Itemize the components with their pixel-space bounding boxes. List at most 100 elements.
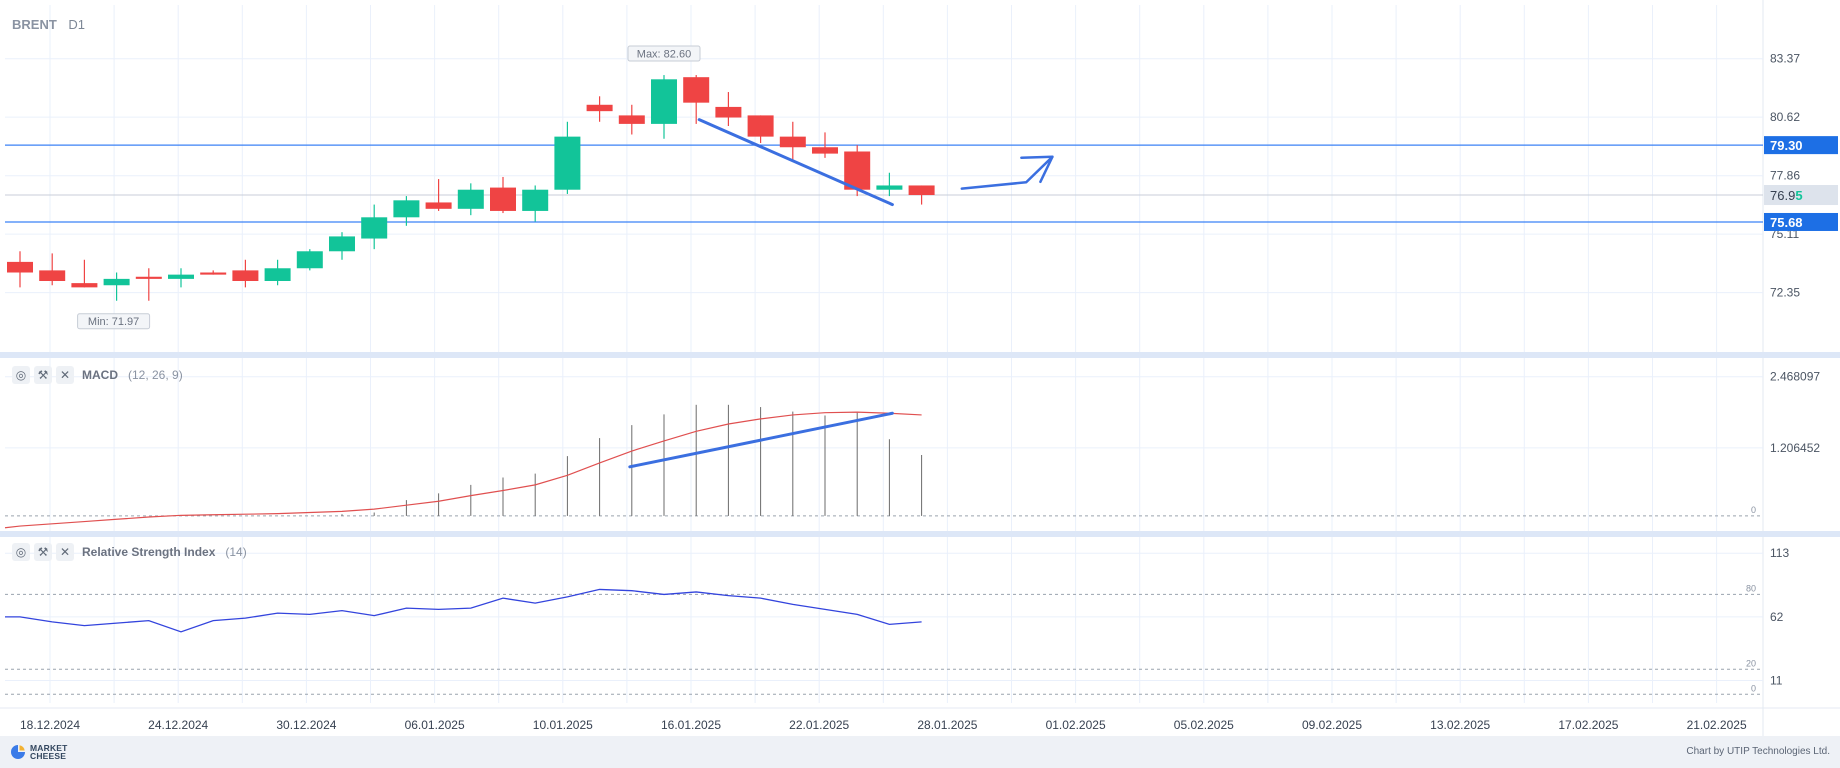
candle-body [844,151,871,190]
candle-body [7,261,33,273]
candle[interactable] [554,121,581,194]
price-tick-label: 80.62 [1770,110,1800,124]
candle[interactable] [618,104,645,135]
price-tick-label: 83.37 [1770,52,1800,66]
candle[interactable] [103,272,130,301]
candle[interactable] [200,270,227,275]
eye-icon[interactable]: ◎ [12,366,30,384]
forecast-arrowhead[interactable] [1020,155,1054,184]
logo-icon [11,745,25,759]
candle[interactable] [329,232,355,260]
candle[interactable] [908,185,935,205]
candle[interactable] [264,259,291,286]
min-price-label: Min: 71.97 [88,316,139,328]
eye-icon[interactable]: ◎ [12,543,30,561]
footer-bar: MARKET CHEESE Chart by UTIP Technologies… [0,736,1840,768]
level-price-label: 79.30 [1770,138,1803,153]
macd-header: ◎ ⚒ ✕ MACD (12, 26, 9) [12,366,183,384]
candle-body [554,136,581,190]
date-tick-label: 21.02.2025 [1687,718,1747,732]
candle[interactable] [232,259,259,288]
candle-body [329,236,355,252]
candle[interactable] [168,268,194,288]
candle-body [586,104,613,112]
wrench-icon[interactable]: ⚒ [34,366,52,384]
candle[interactable] [39,253,66,286]
close-icon[interactable]: ✕ [56,366,74,384]
date-tick-label: 24.12.2024 [148,718,208,732]
date-tick-label: 10.01.2025 [533,718,593,732]
candle-body [71,283,98,288]
date-tick-label: 05.02.2025 [1174,718,1234,732]
candle-body [618,115,645,124]
date-tick-label: 18.12.2024 [20,718,80,732]
candle[interactable] [586,96,613,122]
candle[interactable] [876,172,903,197]
candle-body [876,185,903,190]
candle[interactable] [522,185,549,222]
logo-line-1: MARKET [30,743,68,753]
candle[interactable] [747,115,774,143]
candle-body [168,274,194,279]
date-tick-label: 16.01.2025 [661,718,721,732]
rsi-guide-label: 80 [1746,583,1756,593]
candle[interactable] [361,204,388,250]
candle-body [457,189,484,209]
price-tick-label: 72.35 [1770,286,1800,300]
price-trend-line[interactable] [697,118,894,207]
candle[interactable] [457,183,484,216]
level-price-tag [1764,212,1838,231]
close-icon[interactable]: ✕ [56,543,74,561]
candle-body [522,189,549,211]
candle-body [908,185,935,196]
candle-body [490,187,516,211]
wrench-icon[interactable]: ⚒ [34,543,52,561]
candle[interactable] [812,132,838,158]
candle[interactable] [844,145,871,197]
candle[interactable] [715,92,742,127]
date-tick-label: 01.02.2025 [1046,718,1106,732]
forecast-arrow[interactable] [960,155,1054,190]
candle[interactable] [135,268,162,301]
candle[interactable] [393,196,420,226]
candle[interactable] [779,121,806,160]
min-price-label-box [77,313,151,330]
timeframe-label: D1 [68,17,86,32]
candle-body [103,278,130,286]
date-tick-label: 17.02.2025 [1558,718,1618,732]
candle-body [232,270,259,281]
candle[interactable] [425,179,452,211]
level-price-tag [1764,136,1838,155]
macd-tick-label: 1.206452 [1770,441,1820,455]
candle-body [361,217,388,239]
date-tick-label: 28.01.2025 [917,718,977,732]
candle-body [747,115,774,137]
candle[interactable] [490,176,516,214]
candle-body [812,147,838,154]
price-tick-label: 77.86 [1770,169,1800,183]
macd-trend-line[interactable] [628,411,894,469]
current-price-tag [1764,185,1838,206]
market-cheese-logo[interactable]: MARKET CHEESE [10,744,68,760]
pane-separator [0,352,1840,358]
candle-body [425,202,452,209]
candle[interactable] [683,75,710,124]
candle[interactable] [296,249,323,271]
rsi-params: (14) [225,545,247,559]
macd-params: (12, 26, 9) [128,368,183,382]
rsi-line [5,588,922,633]
candle[interactable] [651,75,677,139]
candle-body [779,136,806,148]
candle[interactable] [71,259,98,288]
rsi-tick-label: 113 [1770,546,1789,560]
candle[interactable] [7,251,33,288]
macd-zero-label: 0 [1751,505,1756,515]
chart-credit: Chart by UTIP Technologies Ltd. [1686,746,1830,757]
candle-body [393,200,420,218]
macd-signal-line [4,411,922,529]
symbol-label: BRENT [12,17,57,32]
candle-body [296,251,323,269]
max-price-label-box [627,45,701,62]
date-tick-label: 09.02.2025 [1302,718,1362,732]
